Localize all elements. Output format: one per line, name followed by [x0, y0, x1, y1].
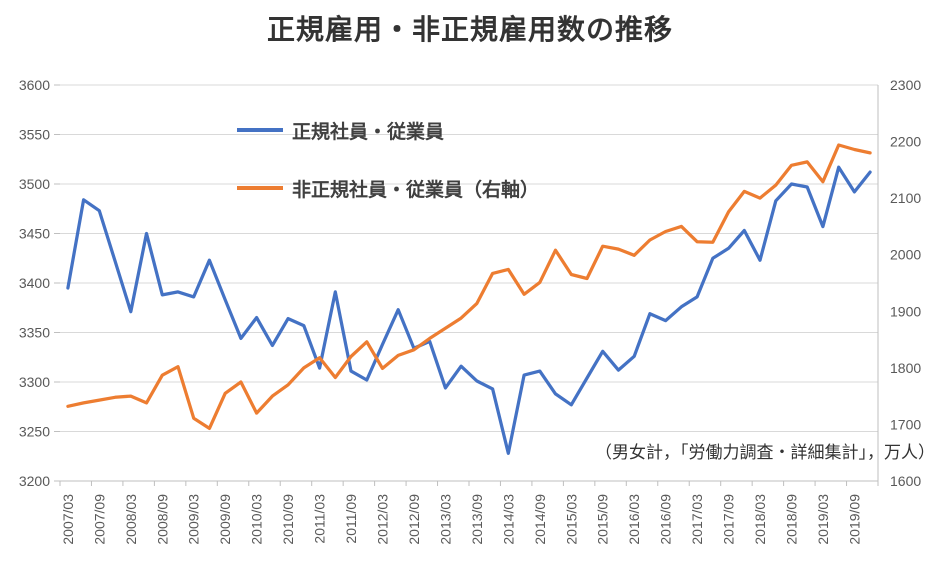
x-axis-tick-label: 2013/09 [469, 494, 485, 545]
y-axis-right-tick-label: 2000 [890, 247, 921, 263]
legend-swatch-regular-line [237, 128, 283, 132]
legend-label-nonregular: 非正規社員・従業員（右軸） [292, 179, 540, 201]
x-axis-tick-label: 2016/09 [658, 494, 674, 545]
y-axis-right-tick-label: 2300 [890, 77, 921, 93]
y-axis-right-tick-label: 2100 [890, 190, 921, 206]
y-axis-right-tick-label: 1600 [890, 473, 921, 489]
x-axis-tick-label: 2010/03 [249, 494, 265, 545]
y-axis-left-tick-label: 3500 [19, 176, 50, 192]
y-axis-left-tick-label: 3450 [19, 226, 50, 242]
x-axis-tick-label: 2007/03 [60, 494, 76, 545]
x-axis-tick-label: 2019/09 [846, 494, 862, 545]
y-axis-left-tick-label: 3300 [19, 374, 50, 390]
source-note: （男女計，「労働力調査・詳細集計」，万人） [595, 443, 935, 462]
series-line-regular [66, 165, 872, 455]
chart-title: 正規雇用・非正規雇用数の推移 [266, 14, 673, 45]
y-axis-right-tick-label: 1800 [890, 360, 921, 376]
x-axis-tick-label: 2011/09 [343, 494, 359, 544]
x-axis-tick-label: 2014/03 [500, 494, 516, 545]
x-axis-tick-label: 2015/03 [563, 494, 579, 545]
x-axis-tick-label: 2016/03 [626, 494, 642, 545]
y-axis-right-tick-label: 1700 [890, 416, 921, 432]
y-axis-left-tick-label: 3600 [19, 77, 50, 93]
x-axis-tick-label: 2008/03 [123, 494, 139, 545]
x-axis-tick-label: 2017/09 [721, 494, 737, 545]
y-axis-left-tick-label: 3350 [19, 325, 50, 341]
x-axis-tick-label: 2017/03 [689, 494, 705, 545]
y-axis-left-tick-label: 3200 [19, 473, 50, 489]
x-axis-tick-label: 2015/09 [595, 494, 611, 545]
x-axis-tick-label: 2013/03 [437, 494, 453, 545]
y-axis-left-tick-label: 3250 [19, 424, 50, 440]
x-axis-tick-label: 2018/09 [783, 494, 799, 545]
x-axis-tick-label: 2014/09 [532, 494, 548, 545]
y-axis-right-tick-label: 1900 [890, 303, 921, 319]
legend-label-regular: 正規社員・従業員 [292, 121, 445, 143]
y-axis-left-tick-label: 3400 [19, 275, 50, 291]
x-axis-tick-label: 2018/03 [752, 494, 768, 545]
x-axis-tick-label: 2012/09 [406, 494, 422, 545]
x-axis-tick-label: 2008/09 [154, 494, 170, 545]
x-axis-tick-label: 2012/03 [374, 494, 390, 545]
legend-entry-nonregular: 非正規社員・従業員（右軸） [237, 176, 540, 201]
x-axis-tick-label: 2010/09 [280, 494, 296, 545]
x-axis-tick-label: 2007/09 [91, 494, 107, 545]
x-axis-tick-label: 2009/09 [217, 494, 233, 545]
y-axis-right-tick-label: 2200 [890, 134, 921, 150]
legend-swatch-nonregular-line [237, 186, 283, 190]
x-axis-tick-label: 2011/03 [312, 494, 328, 544]
x-axis-tick-label: 2019/03 [815, 494, 831, 545]
y-axis-left-tick-label: 3550 [19, 127, 50, 143]
legend-entry-regular: 正規社員・従業員 [237, 118, 445, 143]
x-axis-tick-label: 2009/03 [186, 494, 202, 545]
series-line-nonregular [66, 143, 872, 431]
